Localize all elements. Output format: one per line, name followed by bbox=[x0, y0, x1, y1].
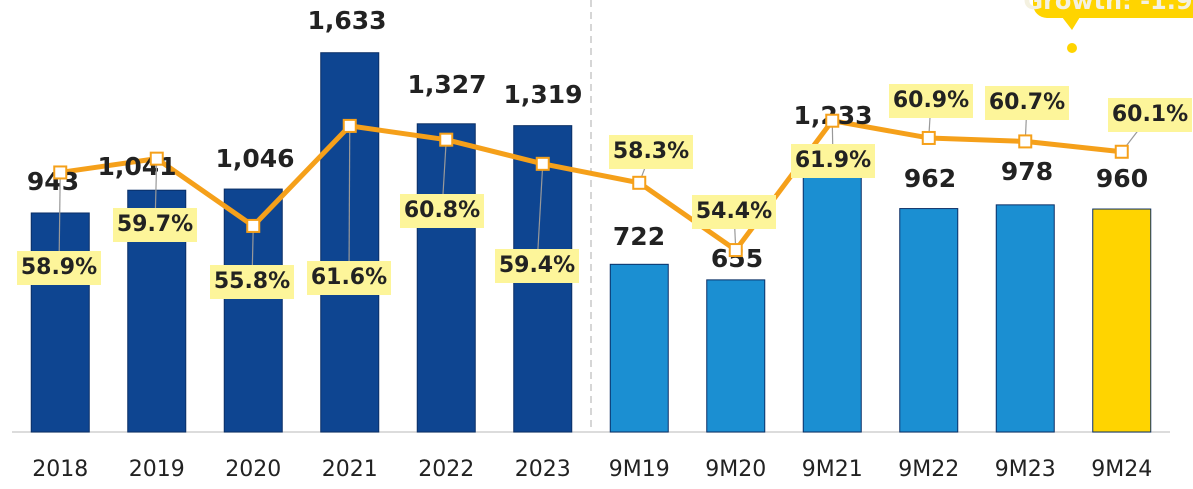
marker bbox=[1018, 134, 1033, 149]
pct-box bbox=[609, 135, 693, 169]
bar bbox=[609, 263, 669, 433]
line bbox=[59, 118, 1123, 253]
marker bbox=[246, 218, 261, 233]
pct-box bbox=[400, 194, 484, 228]
pct-label: 55.8% bbox=[214, 269, 290, 294]
marker bbox=[632, 175, 647, 190]
marker bbox=[728, 243, 743, 258]
marker bbox=[439, 132, 454, 147]
pct-label: 60.7% bbox=[989, 90, 1065, 115]
pct-label: 61.9% bbox=[795, 148, 871, 173]
bar-label: 1,327 bbox=[407, 70, 486, 99]
callout-pointer bbox=[1062, 17, 1080, 30]
bar bbox=[1092, 208, 1152, 433]
bar-label: 1,041 bbox=[97, 152, 176, 181]
x-tick-label: 2023 bbox=[515, 457, 571, 482]
bar-label: 960 bbox=[1096, 164, 1148, 193]
pct-box bbox=[17, 251, 101, 285]
bar bbox=[899, 208, 959, 433]
x-tick-label: 2018 bbox=[32, 457, 88, 482]
x-tick-label: 9M22 bbox=[898, 457, 959, 482]
callout-dot bbox=[1067, 43, 1077, 53]
pct-box bbox=[985, 86, 1069, 120]
callout-text: Growth: -1.9% bbox=[1023, 0, 1193, 15]
bar bbox=[706, 279, 766, 433]
pct-box bbox=[791, 144, 875, 178]
pct-label: 58.9% bbox=[21, 255, 97, 280]
pct-label: 58.3% bbox=[613, 139, 689, 164]
bar-label: 1,319 bbox=[503, 80, 582, 109]
x-tick-label: 2022 bbox=[418, 457, 474, 482]
x-tick-label: 9M24 bbox=[1091, 457, 1152, 482]
pct-label: 61.6% bbox=[311, 265, 387, 290]
labels: 9431,0411,0461,6331,3271,3197226551,2339… bbox=[17, 6, 1192, 299]
pct-label: 60.1% bbox=[1112, 102, 1188, 127]
bar bbox=[416, 123, 476, 433]
marker bbox=[149, 151, 164, 166]
pct-label: 59.7% bbox=[117, 212, 193, 237]
x-tick-label: 2020 bbox=[225, 457, 281, 482]
marker bbox=[1114, 144, 1129, 159]
bar-label: 978 bbox=[1001, 157, 1053, 186]
bar-label: 1,046 bbox=[215, 144, 294, 173]
bar-label: 962 bbox=[904, 164, 956, 193]
x-tick-label: 9M19 bbox=[609, 457, 670, 482]
bar bbox=[30, 212, 90, 433]
pct-label: 54.4% bbox=[696, 199, 772, 224]
bar-label: 722 bbox=[613, 222, 665, 251]
pct-box bbox=[113, 208, 197, 242]
marker bbox=[825, 113, 840, 128]
x-tick-label: 2021 bbox=[322, 457, 378, 482]
callout-box bbox=[1033, 0, 1193, 18]
pct-box bbox=[889, 84, 973, 118]
bar-label: 1,633 bbox=[307, 6, 386, 35]
pct-label: 59.4% bbox=[499, 253, 575, 278]
pct-box bbox=[210, 265, 294, 299]
marker bbox=[342, 118, 357, 133]
pct-label: 60.9% bbox=[893, 88, 969, 113]
x-tick-label: 9M23 bbox=[995, 457, 1056, 482]
leader-line bbox=[348, 125, 351, 279]
leader-line bbox=[536, 163, 544, 267]
x-tick-label: 9M20 bbox=[705, 457, 766, 482]
pct-box bbox=[307, 261, 391, 295]
marker bbox=[535, 156, 550, 171]
marker bbox=[53, 165, 68, 180]
marker bbox=[921, 130, 936, 145]
callout: Growth: -1.9% bbox=[1023, 0, 1193, 53]
pct-label: 60.8% bbox=[404, 198, 480, 223]
x-tick-label: 9M21 bbox=[802, 457, 863, 482]
pct-box bbox=[495, 249, 579, 283]
bar bbox=[802, 145, 862, 433]
bar-label: 943 bbox=[27, 167, 79, 196]
bar bbox=[995, 204, 1055, 433]
pct-box bbox=[692, 195, 776, 229]
pct-box bbox=[1108, 98, 1192, 132]
x-tick-label: 2019 bbox=[129, 457, 185, 482]
